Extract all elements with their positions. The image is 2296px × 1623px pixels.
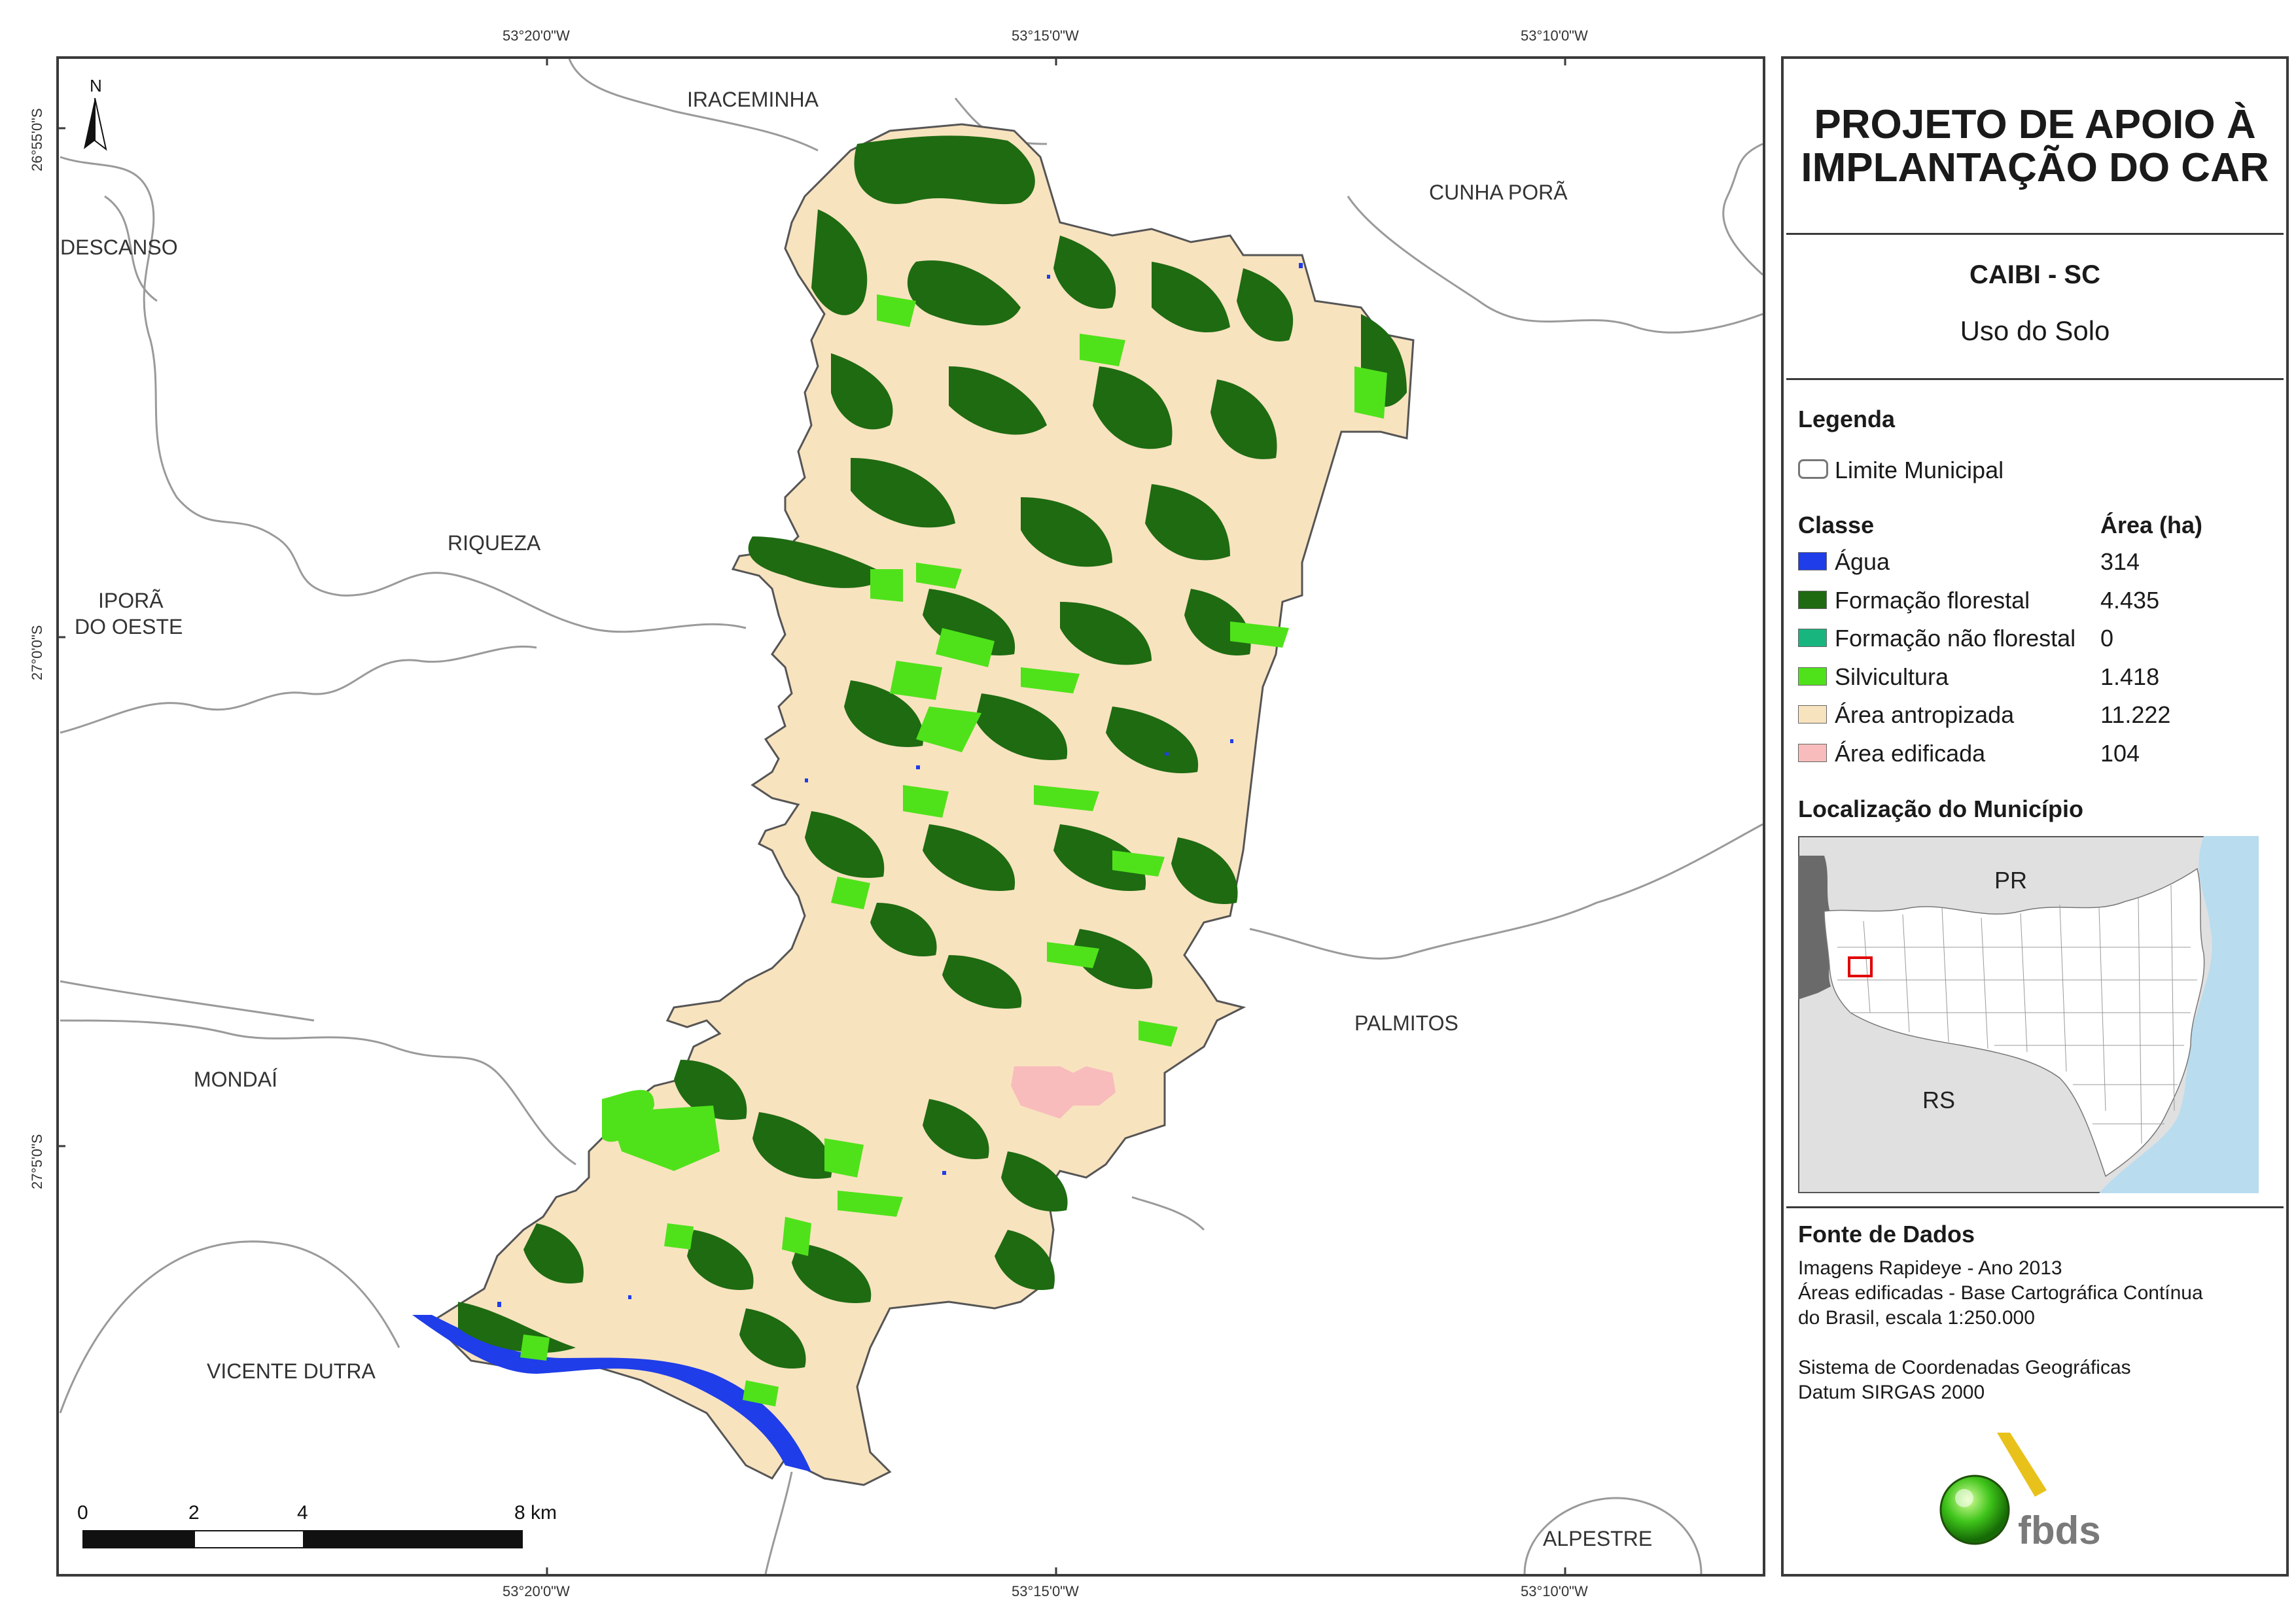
north-arrow <box>84 97 107 151</box>
class-column-header: Classe <box>1798 512 1875 538</box>
map-canvas: N <box>59 59 1763 1574</box>
legend-swatch <box>1798 667 1827 686</box>
legend-class-label: Área edificada <box>1835 739 1986 767</box>
map-theme: Uso do Solo <box>1960 315 2110 346</box>
coord-top-3: 53°10'0"W <box>1521 27 1588 44</box>
data-source-line2: Áreas edificadas - Base Cartográfica Con… <box>1798 1282 2203 1304</box>
place-cunha-pora: CUNHA PORÃ <box>1429 181 1568 204</box>
legend-class-row: Formação não florestal 0 <box>1798 625 2256 652</box>
boundary-swatch <box>1798 459 1828 479</box>
municipal-boundaries <box>59 59 1763 1574</box>
place-ipora-line2: DO OESTE <box>75 615 183 638</box>
legend-class-row: Área antropizada 11.222 <box>1798 701 2256 728</box>
legend-class-row: Área edificada 104 <box>1798 739 2256 767</box>
title-line2: IMPLANTAÇÃO DO CAR <box>1801 145 2269 190</box>
legend-class-label: Silvicultura <box>1835 663 1949 690</box>
legend-swatch <box>1798 743 1827 762</box>
locator-separator <box>1786 1206 2284 1208</box>
data-source-line1: Imagens Rapideye - Ano 2013 <box>1798 1257 2062 1279</box>
locator-map: PR RS <box>1798 836 2259 1193</box>
area-column-header: Área (ha) <box>2100 512 2203 538</box>
municipality-name: CAIBI - SC <box>1969 260 2100 289</box>
place-ipora-line1: IPORÃ <box>98 589 164 612</box>
scale-bar <box>82 1530 523 1548</box>
place-palmitos: PALMITOS <box>1354 1011 1458 1035</box>
place-mondai: MONDAÍ <box>194 1068 277 1091</box>
title-separator <box>1786 233 2284 235</box>
place-vicente-dutra: VICENTE DUTRA <box>207 1359 376 1383</box>
place-alpestre: ALPESTRE <box>1543 1527 1653 1550</box>
scale-label-4: 4 <box>297 1502 308 1524</box>
water-dots <box>497 263 1303 1437</box>
place-riqueza: RIQUEZA <box>448 531 541 555</box>
legend-class-row: Água 314 <box>1798 548 2256 575</box>
data-source-line4: Sistema de Coordenadas Geográficas <box>1798 1357 2131 1378</box>
legend-class-label: Formação não florestal <box>1835 625 2076 652</box>
legend-class-label: Área antropizada <box>1835 701 2015 728</box>
place-iraceminha: IRACEMINHA <box>687 88 819 111</box>
legend-heading: Legenda <box>1798 406 1896 432</box>
legend-swatch <box>1798 590 1827 609</box>
data-source-line5: Datum SIRGAS 2000 <box>1798 1382 1985 1403</box>
legend-class-area: 104 <box>2100 739 2140 767</box>
coord-bottom-3: 53°10'0"W <box>1521 1583 1588 1599</box>
coord-bottom-1: 53°20'0"W <box>503 1583 570 1599</box>
place-descanso: DESCANSO <box>60 236 178 259</box>
legend-swatch <box>1798 629 1827 647</box>
legend-class-area: 1.418 <box>2100 663 2160 690</box>
coord-top-1: 53°20'0"W <box>503 27 570 44</box>
fbds-logo-text: fbds <box>2018 1509 2101 1552</box>
frame-ticks <box>59 59 1566 1574</box>
legend-class-row: Formação florestal 4.435 <box>1798 586 2256 614</box>
legend-class-row: Silvicultura 1.418 <box>1798 663 2256 690</box>
coord-left-3: 27°5'0"S <box>29 1134 45 1189</box>
subtitle-separator <box>1786 378 2284 380</box>
scale-label-2: 2 <box>188 1502 200 1524</box>
scale-label-0: 0 <box>77 1502 88 1524</box>
fbds-logo: fbds <box>1939 1433 2101 1552</box>
legend-class-area: 11.222 <box>2100 701 2171 728</box>
coord-top-2: 53°15'0"W <box>1012 27 1079 44</box>
legend-swatch <box>1798 705 1827 724</box>
boundary-label: Limite Municipal <box>1835 457 2004 483</box>
info-panel <box>1781 56 2289 1577</box>
legend-swatch <box>1798 552 1827 570</box>
coord-left-1: 26°55'0"S <box>29 108 45 171</box>
locator-label-pr: PR <box>1994 867 2027 894</box>
title-line1: PROJETO DE APOIO À <box>1814 102 2256 147</box>
data-source-heading: Fonte de Dados <box>1798 1221 1975 1248</box>
scale-label-8: 8 km <box>514 1502 557 1524</box>
map-frame <box>56 56 1765 1577</box>
legend-class-label: Formação florestal <box>1835 586 2030 614</box>
coord-left-2: 27°0'0"S <box>29 625 45 680</box>
locator-municipal-lines <box>1837 884 2197 1144</box>
legend-class-area: 0 <box>2100 625 2114 652</box>
data-source-line3: do Brasil, escala 1:250.000 <box>1798 1307 2035 1329</box>
legend-class-label: Água <box>1835 548 1890 575</box>
locator-argentina <box>1798 856 1833 1000</box>
legend-class-area: 314 <box>2100 548 2140 575</box>
locator-santa-catarina <box>1824 867 2205 1178</box>
locator-sea <box>2099 836 2259 1193</box>
locator-heading: Localização do Município <box>1798 795 2084 822</box>
river <box>412 1315 811 1472</box>
locator-label-rs: RS <box>1922 1087 1955 1113</box>
coord-bottom-2: 53°15'0"W <box>1012 1583 1079 1599</box>
silviculture-patches <box>520 294 1387 1406</box>
built-area <box>1011 1066 1116 1119</box>
locator-highlight <box>1848 956 1873 977</box>
north-arrow-label: N <box>90 76 102 96</box>
legend-class-area: 4.435 <box>2100 586 2160 614</box>
